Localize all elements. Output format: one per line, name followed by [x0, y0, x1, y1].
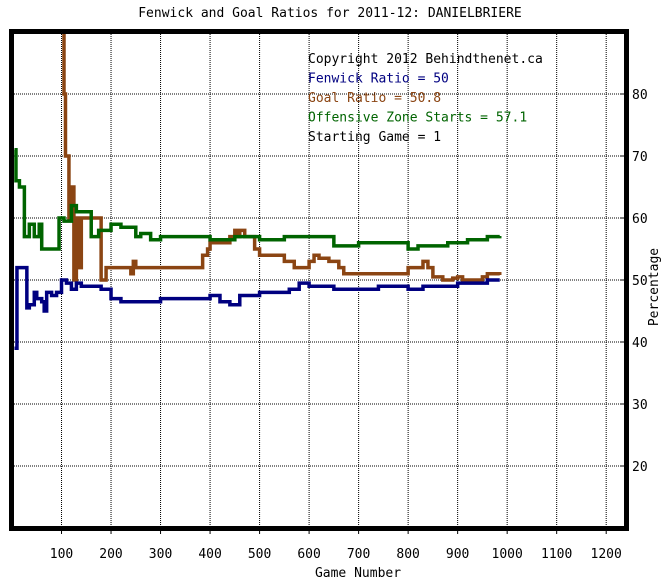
- annotation-line: Fenwick Ratio = 50: [308, 72, 449, 87]
- series-fenwick-ratio: [14, 265, 500, 350]
- y-tick-label: 30: [632, 398, 648, 413]
- annotation-line: Copyright 2012 Behindthenet.ca: [308, 52, 543, 67]
- x-tick-label: 500: [248, 547, 271, 562]
- y-tick-label: 50: [632, 274, 648, 289]
- y-axis-label: Percentage: [647, 248, 662, 326]
- x-tick-label: 200: [99, 547, 122, 562]
- x-tick-label: 800: [396, 547, 419, 562]
- y-tick-label: 60: [632, 212, 648, 227]
- y-tick-label: 80: [632, 88, 648, 103]
- x-tick-label: 100: [50, 547, 73, 562]
- grid: [12, 32, 626, 528]
- x-tick-label: 900: [446, 547, 469, 562]
- annotation-box: Copyright 2012 Behindthenet.ca Fenwick Ra…: [308, 52, 543, 145]
- annotation-line: Goal Ratio = 50.8: [308, 91, 441, 106]
- y-tick-label: 20: [632, 460, 648, 475]
- x-tick-label: 600: [297, 547, 320, 562]
- annotation-line: Offensive Zone Starts = 57.1: [308, 111, 527, 126]
- x-tick-label: 300: [149, 547, 172, 562]
- x-tick-label: 700: [347, 547, 370, 562]
- x-tick-label: 400: [198, 547, 221, 562]
- series-goal-ratio: [61, 30, 502, 282]
- y-tick-label: 40: [632, 336, 648, 351]
- y-tick-label: 70: [632, 150, 648, 165]
- series-offensive-zone-starts: [14, 148, 502, 251]
- x-tick-label: 1100: [541, 547, 572, 562]
- plot-frame: [9, 29, 629, 531]
- chart-title: Fenwick and Goal Ratios for 2011-12: DAN…: [138, 6, 522, 21]
- annotation-line: Starting Game = 1: [308, 130, 441, 145]
- x-tick-label: 1000: [492, 547, 523, 562]
- x-axis-label: Game Number: [315, 566, 401, 580]
- x-tick-label: 1200: [591, 547, 622, 562]
- x-axis-ticks: 100 200 300 400 500 600 700 800 900 1000 1100 1200: [50, 528, 622, 562]
- y-axis-ticks: 20 30 40 50 60 70 80: [620, 88, 648, 475]
- series-group: [14, 30, 502, 350]
